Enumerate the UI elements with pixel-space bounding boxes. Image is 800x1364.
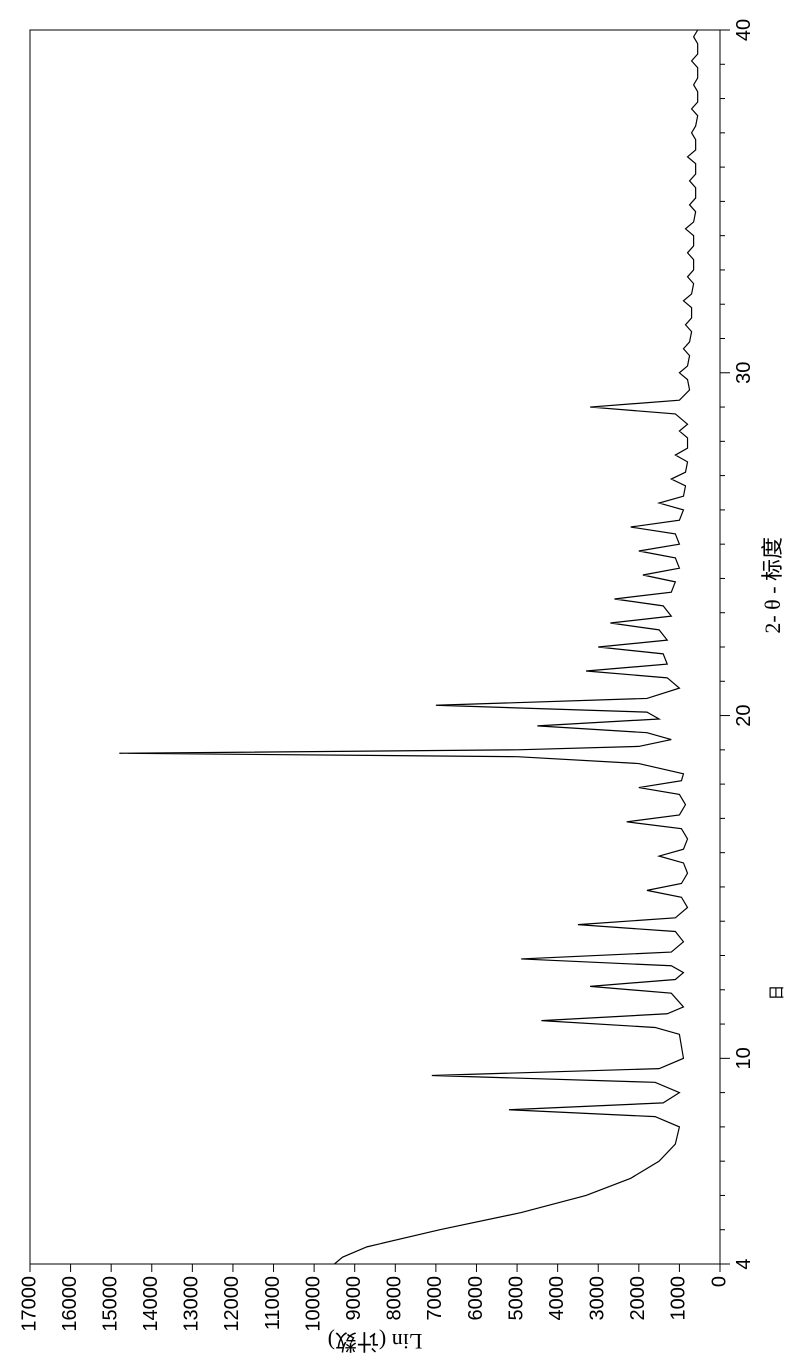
xrd-chart: 0 1000 2000 3000 4000 5000 6000 7000 8000 9000 100… (0, 0, 800, 1364)
xrd-trace (119, 30, 697, 1264)
y-tick-label: 13000 (181, 1276, 203, 1332)
chart-svg: 0 1000 2000 3000 4000 5000 6000 7000 8000 9000 100… (0, 0, 800, 1364)
y-tick-label: 10000 (302, 1276, 324, 1332)
y-tick-label: 11000 (262, 1276, 284, 1330)
y-tick-label: 1000 (668, 1276, 690, 1321)
y-tick-label: 14000 (140, 1276, 162, 1332)
y-tick-label: 4000 (546, 1276, 568, 1321)
y-axis-label: Lin (计数) (328, 1329, 423, 1354)
x-tick-label: 30 (733, 362, 755, 384)
y-tick-label: 2000 (627, 1276, 649, 1321)
y-tick-label: 17000 (18, 1276, 40, 1332)
y-tick-label: 6000 (465, 1276, 487, 1321)
y-tick-label: 7000 (424, 1276, 446, 1321)
x-tick-label: 20 (733, 704, 755, 726)
y-tick-label: 15000 (99, 1276, 121, 1332)
y-tick-label: 0 (708, 1276, 730, 1287)
footer-mark: 日 (769, 985, 786, 1001)
x-tick-label: 4 (733, 1258, 755, 1269)
y-tick-label: 9000 (343, 1276, 365, 1321)
x-axis-label: 2- θ - 标度 (760, 537, 785, 634)
y-tick-label: 16000 (59, 1276, 81, 1332)
y-tick-label: 12000 (221, 1276, 243, 1332)
y-tick-label: 8000 (384, 1276, 406, 1321)
y-tick-label: 3000 (587, 1276, 609, 1321)
x-tick-label: 10 (733, 1047, 755, 1069)
x-tick-label: 40 (733, 19, 755, 41)
y-tick-label: 5000 (505, 1276, 527, 1321)
